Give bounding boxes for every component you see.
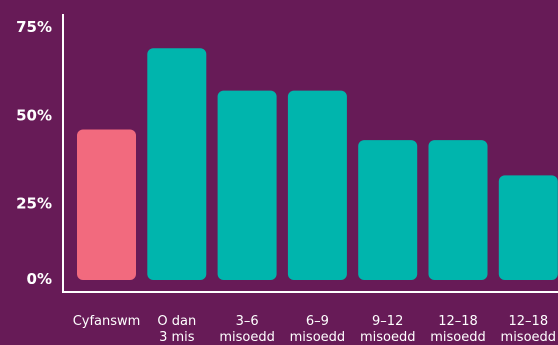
bar — [358, 140, 418, 280]
x-tick-label: O dan 3 mis — [157, 314, 196, 345]
x-tick-label: 6–9 misoedd — [290, 314, 346, 345]
x-tick-label: 12–18 misoedd — [430, 314, 486, 345]
y-tick-label: 50% — [16, 106, 52, 124]
y-tick-label: 25% — [16, 195, 52, 213]
y-axis-tick-labels: 0% 25% 50% 75% — [16, 18, 52, 288]
x-tick-label: 12–18 misoedd — [501, 314, 557, 345]
bar — [287, 90, 347, 280]
x-axis-tick-labels: Cyfanswm O dan 3 mis 3–6 misoedd 6–9 misoedd 9–… — [73, 314, 556, 345]
bar — [217, 90, 277, 280]
bar — [498, 175, 558, 280]
y-tick-label: 75% — [16, 18, 52, 36]
y-tick-label: 0% — [27, 270, 52, 288]
bars — [77, 48, 558, 281]
x-tick-label: Cyfanswm — [73, 314, 141, 329]
bar — [428, 140, 488, 280]
x-tick-label: 9–12 misoedd — [360, 314, 416, 345]
bar — [77, 129, 136, 280]
bar — [147, 48, 207, 281]
x-tick-label: 3–6 misoedd — [219, 314, 275, 345]
